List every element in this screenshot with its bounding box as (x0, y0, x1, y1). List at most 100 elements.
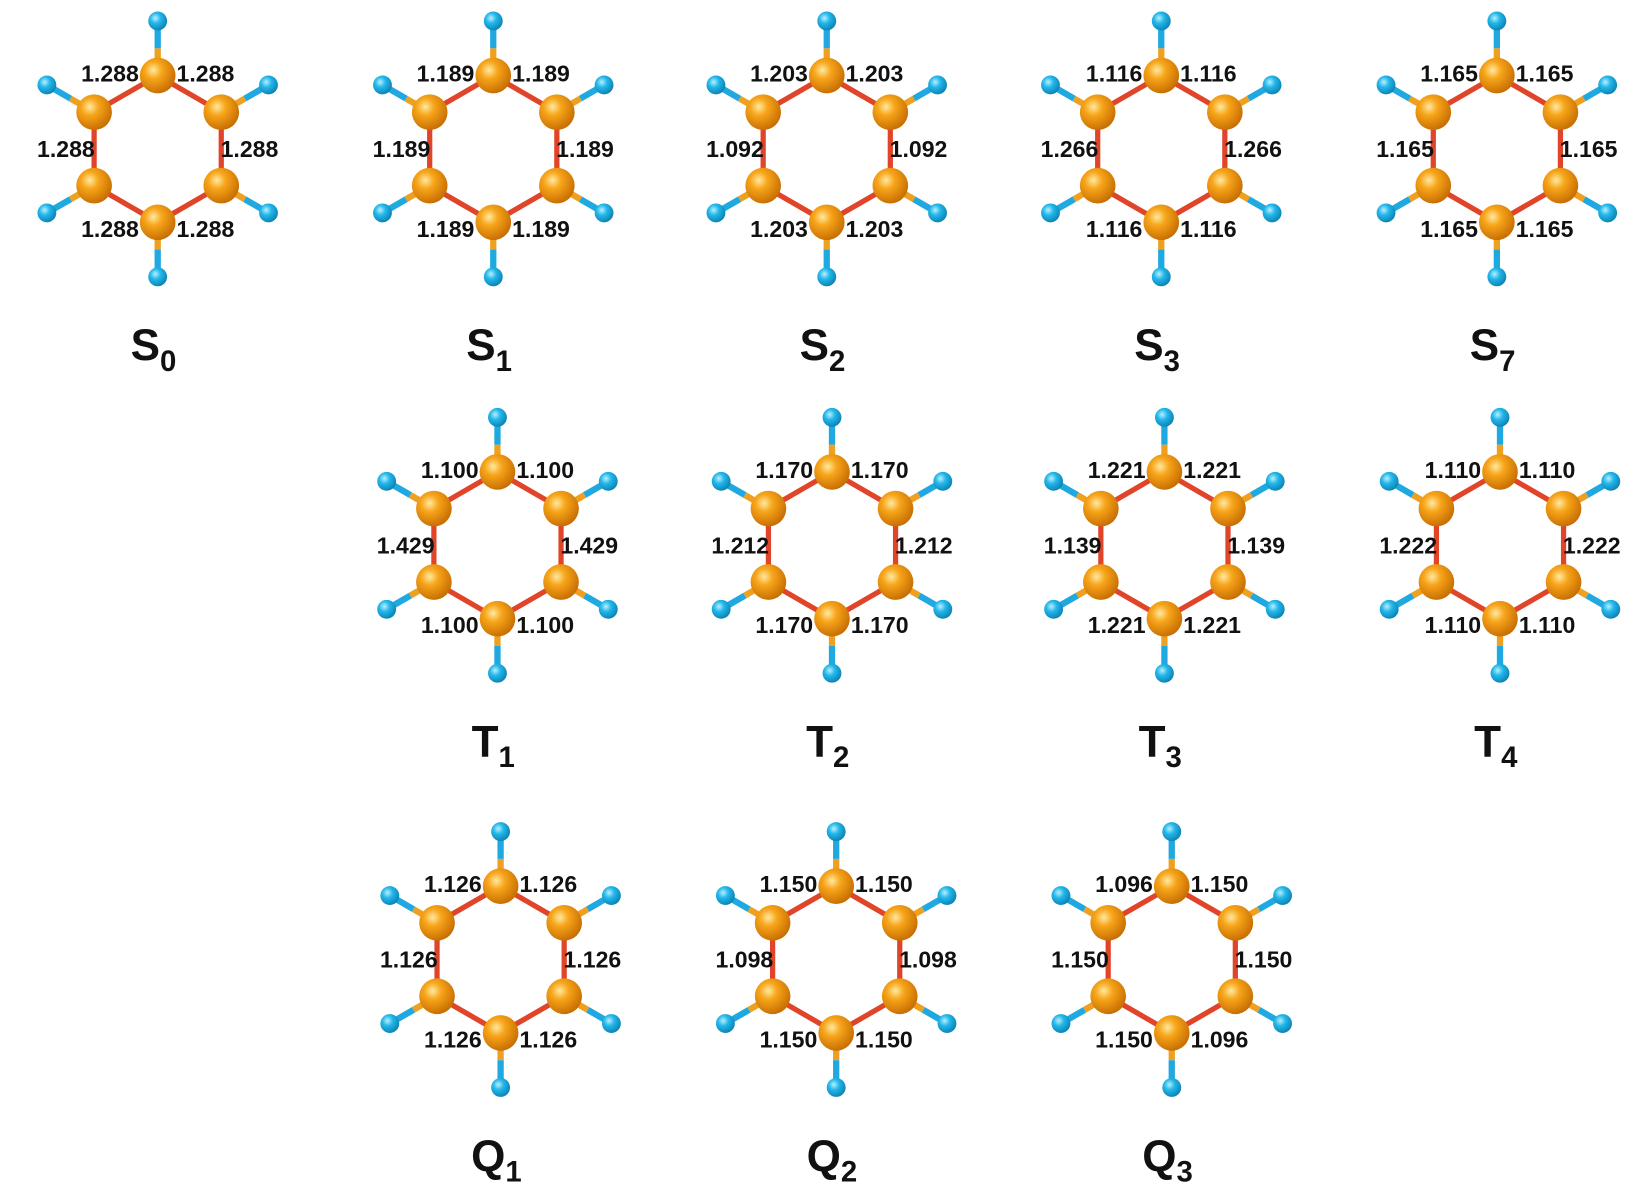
carbon-atom (1479, 204, 1515, 240)
hydrogen-atom (491, 1078, 510, 1097)
carbon-atom (1154, 868, 1190, 904)
carbon-atom (745, 94, 781, 130)
hydrogen-atom (827, 1078, 846, 1097)
state-letter: S (131, 321, 160, 370)
carbon-atom (1218, 978, 1254, 1014)
carbon-atom (1479, 58, 1515, 94)
carbon-atom (475, 58, 511, 94)
bond-length: 1.203 (846, 216, 904, 242)
state-letter: S (1470, 321, 1499, 370)
hydrogen-atom (1041, 203, 1060, 222)
hydrogen-atom (712, 600, 731, 619)
hydrogen-atom (599, 600, 618, 619)
bond-length: 1.288 (221, 136, 279, 162)
bond-length: 1.212 (895, 533, 953, 559)
bond-length: 1.189 (512, 216, 570, 242)
carbon-atom (872, 94, 908, 130)
page: {"molecules": [ {"state": "S", "index": … (0, 0, 1643, 1185)
bond-length: 1.165 (1420, 216, 1478, 242)
bond-length: 1.092 (890, 136, 948, 162)
bond-length: 1.126 (424, 1026, 482, 1052)
bond-length: 1.092 (706, 136, 764, 162)
bond-length: 1.150 (760, 1026, 818, 1052)
bond-length: 1.126 (519, 1026, 577, 1052)
carbon-atom (1143, 204, 1179, 240)
hydrogen-atom (1598, 203, 1617, 222)
bond-length: 1.126 (519, 871, 577, 897)
state-label: T2 (806, 717, 849, 774)
hydrogen-atom (707, 203, 726, 222)
carbon-atom (412, 168, 448, 204)
bond-length: 1.100 (516, 612, 574, 638)
state-letter: T (472, 717, 499, 766)
state-index: 7 (1499, 345, 1515, 378)
bond-length: 1.189 (512, 61, 570, 87)
bond-length: 1.288 (177, 61, 235, 87)
bond-length: 1.221 (1183, 457, 1241, 483)
hydrogen-atom (37, 203, 56, 222)
state-index: 2 (829, 345, 845, 378)
state-index: 2 (841, 1155, 857, 1185)
carbon-atom (1210, 564, 1246, 600)
state-index: 1 (496, 345, 512, 378)
hydrogen-atom (938, 1014, 957, 1033)
carbon-atom (872, 168, 908, 204)
molecule-figure: 1.2881.2881.2881.2881.2881.288S01.1891.1… (0, 0, 1643, 1185)
carbon-atom (882, 905, 918, 941)
hydrogen-atom (1380, 600, 1399, 619)
bond-length: 1.165 (1560, 136, 1618, 162)
bond-length: 1.100 (516, 457, 574, 483)
state-label: T3 (1139, 717, 1182, 774)
hydrogen-atom (1601, 600, 1620, 619)
state-index: 3 (1177, 1155, 1193, 1185)
carbon-atom (1080, 94, 1116, 130)
hydrogen-atom (484, 267, 503, 286)
state-index: 3 (1164, 345, 1180, 378)
bond-length: 1.212 (711, 533, 769, 559)
bond-length: 1.126 (564, 947, 622, 973)
hydrogen-atom (1162, 1078, 1181, 1097)
state-letter: T (806, 717, 833, 766)
bond-length: 1.100 (421, 457, 479, 483)
hydrogen-atom (1263, 203, 1282, 222)
carbon-atom (1083, 564, 1119, 600)
hydrogen-atom (595, 76, 614, 95)
state-letter: Q (807, 1131, 841, 1180)
bond-length: 1.170 (755, 612, 813, 638)
bond-length: 1.429 (560, 533, 618, 559)
hydrogen-atom (602, 886, 621, 905)
bond-length: 1.126 (380, 947, 438, 973)
bond-length: 1.170 (755, 457, 813, 483)
carbon-atom (140, 58, 176, 94)
hydrogen-atom (827, 822, 846, 841)
bond-length: 1.429 (377, 533, 435, 559)
bond-length: 1.116 (1086, 61, 1142, 87)
hydrogen-atom (488, 664, 507, 683)
bond-length: 1.189 (373, 136, 431, 162)
carbon-atom (1207, 94, 1243, 130)
bond-length: 1.288 (177, 216, 235, 242)
carbon-atom (1482, 454, 1518, 490)
bond-length: 1.189 (556, 136, 614, 162)
carbon-atom (203, 168, 239, 204)
hydrogen-atom (1162, 822, 1181, 841)
state-letter: S (1134, 321, 1163, 370)
state-index: 0 (160, 345, 176, 378)
carbon-atom (755, 978, 791, 1014)
state-label: T1 (472, 717, 515, 774)
bond-length: 1.096 (1095, 871, 1153, 897)
bond-length: 1.150 (855, 1026, 913, 1052)
hydrogen-atom (1491, 408, 1510, 427)
hydrogen-atom (1044, 472, 1063, 491)
state-letter: Q (471, 1131, 505, 1180)
carbon-atom (1543, 168, 1579, 204)
carbon-atom (419, 905, 455, 941)
carbon-atom (483, 868, 519, 904)
carbon-atom (818, 868, 854, 904)
carbon-atom (1419, 564, 1455, 600)
bond-length: 1.203 (846, 61, 904, 87)
hydrogen-atom (1487, 267, 1506, 286)
